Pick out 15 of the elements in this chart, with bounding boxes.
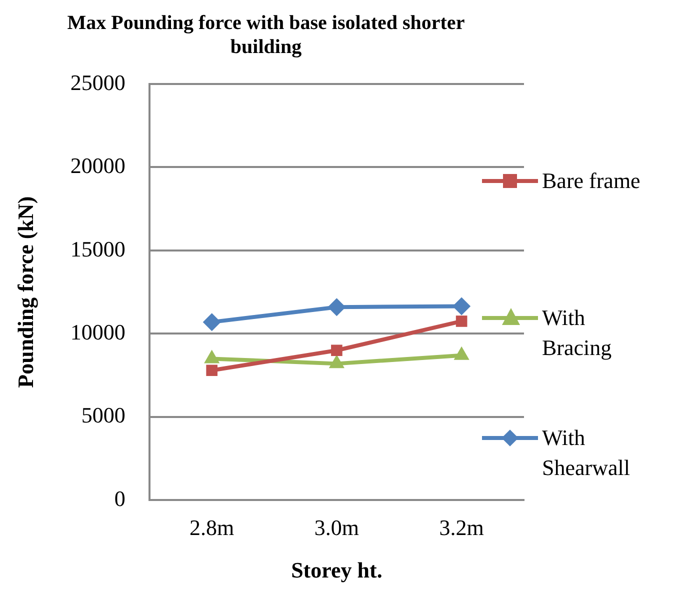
y-tick-label: 5000: [81, 402, 126, 428]
legend-label: With Bracing: [542, 304, 613, 362]
y-tick-label: 15000: [70, 236, 126, 262]
x-axis-title: Storey ht.: [291, 557, 382, 582]
y-tick-label: 0: [114, 486, 126, 511]
legend-label: With Shearwall: [542, 424, 631, 482]
y-tick-label: 25000: [70, 70, 126, 95]
chart-title: Max Pounding force with base isolated shorter building: [67, 12, 465, 58]
x-tick-label: 3.0m: [314, 515, 360, 540]
y-tick-label: 20000: [70, 153, 126, 178]
y-tick-label: 10000: [70, 320, 126, 344]
x-tick-label: 2.8m: [190, 515, 234, 540]
x-tick-label: 3.2m: [439, 515, 484, 540]
legend-label: Bare frame: [542, 167, 642, 195]
y-axis-title: Pounding force (kN): [12, 196, 38, 388]
